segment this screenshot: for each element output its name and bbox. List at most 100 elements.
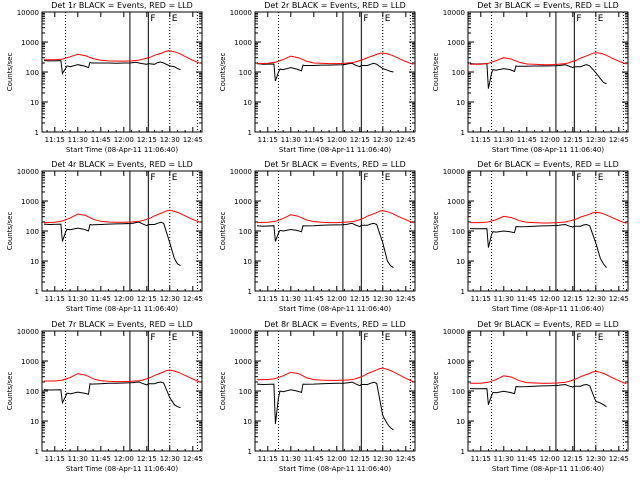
panel-det-2: Det 2r BLACK = Events, RED = LLD F E 1 10 100…: [219, 1, 416, 154]
events-series-line: [43, 381, 181, 409]
x-tick-label: 12:15: [563, 455, 583, 463]
y-tick-label: 1: [461, 448, 465, 456]
x-axis-label: Start Time (08-Apr-11 11:06:40): [66, 146, 178, 154]
panel-title: Det 7r BLACK = Events, RED = LLD: [51, 320, 193, 329]
flag-mark-label: F: [150, 14, 155, 24]
x-tick-label: 11:15: [471, 295, 491, 303]
x-tick-label: 11:30: [68, 295, 88, 303]
lld-series-line: [256, 210, 414, 224]
flag-mark-label: F: [363, 173, 368, 183]
x-tick-label: 11:15: [45, 136, 65, 144]
y-axis-label: Counts/sec: [219, 53, 227, 92]
y-axis-label: Counts/sec: [432, 212, 440, 251]
y-tick-label: 10000: [230, 168, 252, 176]
lld-series-line: [256, 52, 414, 65]
panel-title: Det 1r BLACK = Events, RED = LLD: [51, 1, 193, 10]
lld-series-line: [44, 50, 201, 64]
events-series-line: [256, 222, 394, 269]
y-tick-label: 1000: [447, 39, 465, 47]
y-axis-label: Counts/sec: [219, 212, 227, 251]
panel-det-9: Det 9r BLACK = Events, RED = LLD F E 1 10 100…: [432, 320, 629, 473]
x-tick-label: 11:30: [68, 136, 88, 144]
flag-mark-label: F: [576, 333, 581, 343]
y-tick-label: 10: [30, 258, 39, 266]
y-tick-label: 1: [248, 288, 252, 296]
panel-det-8: Det 8r BLACK = Events, RED = LLD F E 1 10 100…: [219, 320, 416, 473]
x-tick-label: 11:30: [494, 136, 514, 144]
lld-series-line: [470, 211, 627, 224]
y-axis-label: Counts/sec: [6, 53, 14, 92]
lld-series-line: [470, 370, 627, 385]
y-tick-label: 10000: [230, 9, 252, 17]
x-tick-label: 12:15: [563, 295, 583, 303]
x-tick-label: 11:30: [494, 295, 514, 303]
y-tick-label: 100: [239, 228, 252, 236]
y-tick-label: 10: [456, 418, 465, 426]
y-tick-label: 10: [243, 258, 252, 266]
x-tick-label: 11:45: [91, 295, 111, 303]
x-tick-label: 12:45: [183, 455, 203, 463]
panel-title: Det 3r BLACK = Events, RED = LLD: [477, 1, 619, 10]
x-tick-label: 12:30: [373, 136, 393, 144]
flag-mark-label: E: [385, 333, 391, 343]
panel-title: Det 8r BLACK = Events, RED = LLD: [264, 320, 406, 329]
x-axis-label: Start Time (08-Apr-11 11:06:40): [492, 146, 604, 154]
x-tick-label: 11:15: [471, 136, 491, 144]
x-tick-label: 11:45: [304, 455, 324, 463]
x-tick-label: 12:00: [114, 136, 134, 144]
x-tick-label: 11:45: [517, 455, 537, 463]
x-tick-label: 12:30: [373, 295, 393, 303]
lld-series-line: [470, 52, 627, 66]
x-tick-label: 11:45: [91, 455, 111, 463]
x-tick-label: 12:30: [373, 455, 393, 463]
y-tick-label: 1000: [234, 358, 252, 366]
y-axis-label: Counts/sec: [432, 53, 440, 92]
panel-title: Det 2r BLACK = Events, RED = LLD: [264, 1, 406, 10]
y-tick-label: 10000: [17, 328, 39, 336]
y-tick-label: 1: [461, 288, 465, 296]
x-tick-label: 12:30: [586, 295, 606, 303]
y-tick-label: 1000: [234, 39, 252, 47]
flag-mark-label: E: [172, 14, 178, 24]
y-tick-label: 100: [26, 69, 39, 77]
x-tick-label: 11:45: [304, 295, 324, 303]
events-series-line: [256, 62, 394, 82]
panel-det-5: Det 5r BLACK = Events, RED = LLD F E 1 10 100…: [219, 160, 416, 313]
flag-mark-label: F: [576, 14, 581, 24]
y-tick-label: 100: [26, 388, 39, 396]
y-tick-label: 1: [35, 448, 39, 456]
flag-mark-label: F: [576, 173, 581, 183]
x-tick-label: 11:45: [517, 295, 537, 303]
x-axis-label: Start Time (08-Apr-11 11:06:40): [492, 305, 604, 313]
y-tick-label: 1000: [234, 198, 252, 206]
events-series-line: [43, 221, 181, 267]
x-tick-label: 11:15: [471, 455, 491, 463]
y-tick-label: 10000: [443, 9, 465, 17]
y-tick-label: 1: [461, 129, 465, 137]
y-tick-label: 100: [239, 69, 252, 77]
y-tick-label: 10: [30, 99, 39, 107]
x-axis-label: Start Time (08-Apr-11 11:06:40): [279, 465, 391, 473]
y-axis-label: Counts/sec: [6, 372, 14, 411]
panel-title: Det 6r BLACK = Events, RED = LLD: [477, 160, 619, 169]
x-tick-label: 11:30: [494, 455, 514, 463]
x-tick-label: 11:45: [517, 136, 537, 144]
x-tick-label: 11:15: [45, 455, 65, 463]
x-tick-label: 12:30: [160, 295, 180, 303]
y-tick-label: 10000: [443, 328, 465, 336]
y-tick-label: 10: [243, 99, 252, 107]
x-tick-label: 11:30: [68, 455, 88, 463]
y-tick-label: 1: [248, 129, 252, 137]
flag-mark-label: E: [598, 14, 604, 24]
panel-det-3: Det 3r BLACK = Events, RED = LLD F E 1 10 100…: [432, 1, 629, 154]
x-tick-label: 12:15: [137, 295, 157, 303]
x-tick-label: 12:30: [586, 455, 606, 463]
flag-mark-label: F: [363, 333, 368, 343]
x-tick-label: 12:00: [327, 455, 347, 463]
y-tick-label: 10000: [443, 168, 465, 176]
y-tick-label: 10: [456, 258, 465, 266]
y-tick-label: 10000: [230, 328, 252, 336]
y-tick-label: 1: [35, 288, 39, 296]
x-tick-label: 11:15: [258, 455, 278, 463]
